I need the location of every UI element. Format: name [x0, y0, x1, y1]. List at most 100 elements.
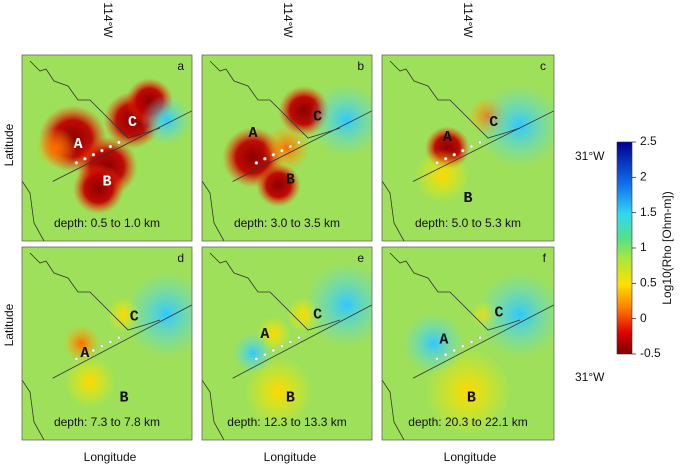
x-axis-label: Longitude: [264, 450, 317, 464]
profile-line: [412, 110, 554, 182]
panel-letter: c: [540, 59, 546, 73]
anomalies: [202, 60, 372, 241]
depth-label: depth: 12.3 to 13.3 km: [227, 415, 346, 429]
station: [83, 156, 87, 161]
profile-line: [52, 304, 192, 379]
colorbar-tick-label: 0: [640, 311, 647, 325]
depth-label: depth: 3.0 to 3.5 km: [234, 216, 340, 230]
anomaly-label: B: [102, 173, 111, 190]
profile-line: [232, 304, 372, 379]
map-panel: e depth: 12.3 to 13.3 km A B C: [201, 246, 373, 441]
anomaly-blob: [35, 127, 77, 169]
coastline: [382, 252, 521, 440]
panel-letter: b: [357, 59, 364, 73]
depth-label: depth: 5.0 to 5.3 km: [415, 216, 521, 230]
station: [271, 348, 276, 353]
station: [100, 344, 104, 349]
station: [297, 335, 301, 340]
coastline: [22, 60, 161, 241]
anomaly-label: A: [443, 129, 452, 146]
colorbar-tick-label: 1: [640, 240, 647, 254]
station: [91, 152, 96, 157]
anomaly-label: C: [313, 307, 322, 324]
colorbar-tick-label: 2: [640, 170, 647, 184]
depth-label: depth: 7.3 to 7.8 km: [54, 415, 160, 429]
anomaly-blob: [73, 163, 124, 215]
anomaly-blob: [309, 83, 372, 157]
coastline: [202, 60, 341, 241]
station: [108, 144, 113, 149]
station: [469, 144, 474, 149]
station: [117, 335, 121, 340]
panel-border: [381, 54, 555, 242]
colorbar: [616, 141, 633, 355]
profile-line: [232, 110, 372, 182]
anomalies: [22, 252, 192, 440]
panel-border: [21, 246, 193, 441]
station: [74, 161, 79, 165]
colorbar-tick-label: 0.5: [640, 276, 657, 290]
station: [478, 140, 482, 145]
lon-label: 114°W: [461, 2, 475, 38]
station: [478, 335, 482, 340]
anomaly-label: C: [494, 305, 503, 322]
station: [435, 357, 439, 361]
station: [254, 357, 259, 361]
station: [83, 352, 87, 357]
map-panel: d depth: 7.3 to 7.8 km A B C: [21, 246, 193, 441]
coastline: [202, 252, 341, 440]
anomaly-label: A: [260, 326, 269, 343]
coastline: [22, 252, 161, 440]
anomaly-blob: [244, 357, 313, 427]
station: [469, 340, 474, 344]
anomaly-blob: [476, 83, 554, 168]
station: [117, 140, 121, 145]
station: [91, 348, 96, 353]
station: [452, 348, 457, 353]
x-axis-label: Longitude: [84, 450, 137, 464]
station: [108, 340, 113, 344]
anomaly-blob: [62, 324, 101, 363]
station: [74, 357, 79, 361]
anomaly-blob: [476, 271, 554, 358]
station: [461, 344, 465, 349]
depth-label: depth: 20.3 to 22.1 km: [408, 415, 527, 429]
anomaly-label: A: [248, 125, 257, 142]
anomalies: [382, 252, 554, 440]
panel-border: [201, 246, 373, 441]
anomaly-label: B: [286, 172, 295, 189]
y-axis-label: Latitude: [2, 123, 16, 166]
panel-border: [21, 54, 193, 242]
panel-letter: d: [177, 251, 184, 265]
colorbar-title: Log10(Rho [Ohm-m]): [660, 191, 674, 304]
anomaly-label: C: [489, 114, 498, 131]
panel-border: [381, 246, 555, 441]
station: [297, 140, 301, 145]
anomaly-blob: [256, 163, 301, 207]
anomaly-blob: [414, 149, 470, 203]
station: [288, 340, 293, 344]
anomaly-label: C: [313, 108, 322, 125]
anomalies: [202, 252, 372, 440]
station: [443, 352, 448, 357]
anomaly-label: C: [130, 308, 139, 325]
station: [263, 156, 267, 161]
station: [280, 344, 284, 349]
station: [263, 352, 267, 357]
anomaly-label: B: [467, 390, 476, 407]
station: [288, 144, 293, 149]
colorbar-tick-label: 1.5: [640, 205, 657, 219]
anomaly-blob: [232, 332, 274, 374]
map-panel: b depth: 3.0 to 3.5 km A B C: [201, 54, 373, 242]
coastline: [382, 60, 521, 241]
profile-line: [412, 304, 554, 379]
panel-letter: e: [357, 251, 364, 265]
station: [100, 148, 104, 153]
anomaly-label: B: [286, 390, 295, 407]
station: [254, 161, 259, 165]
anomaly-label: A: [74, 136, 83, 153]
lon-label: 114°W: [281, 2, 295, 38]
station: [280, 148, 284, 153]
x-axis-label: Longitude: [444, 450, 497, 464]
